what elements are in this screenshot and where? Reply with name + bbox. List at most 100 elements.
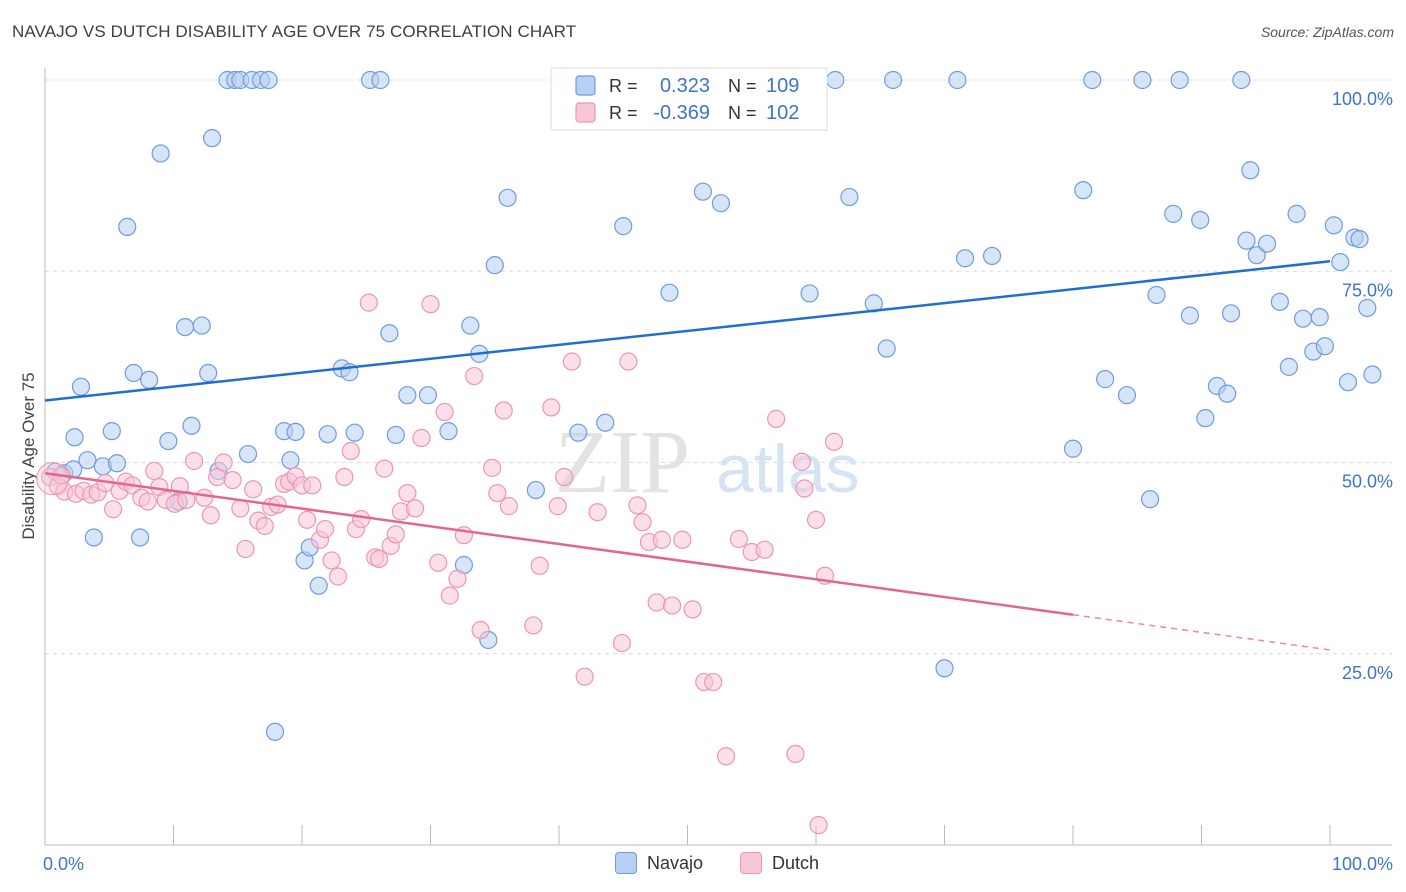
navajo-point xyxy=(485,256,504,275)
navajo-point xyxy=(660,283,679,302)
navajo-point xyxy=(309,576,328,595)
navajo-point xyxy=(192,316,211,335)
navajo-point xyxy=(1310,308,1329,327)
navajo-point xyxy=(199,363,218,383)
navajo-point xyxy=(139,370,159,389)
navajo-point xyxy=(883,70,903,90)
legend-n-value: 102 xyxy=(766,102,799,124)
axis-layer: 25.0% 50.0% 75.0% 100.0% 0.0% 100.0% Disabilit… xyxy=(19,68,1393,874)
dutch-point xyxy=(298,510,317,529)
navajo-point xyxy=(281,451,300,470)
navajo-point xyxy=(202,129,222,148)
navajo-point xyxy=(1247,246,1266,265)
navajo-point xyxy=(78,451,97,470)
navajo-point xyxy=(151,144,170,163)
navajo-point xyxy=(1074,181,1093,200)
dutch-point xyxy=(375,459,394,478)
legend-n-label: N = xyxy=(728,76,757,96)
dutch-point xyxy=(652,530,671,549)
navajo-point xyxy=(1293,309,1313,328)
navajo-point xyxy=(182,416,201,435)
navajo-point xyxy=(569,423,588,442)
dutch-point xyxy=(184,451,204,471)
dutch-point xyxy=(370,549,389,568)
navajo-point xyxy=(286,422,305,441)
dutch-point xyxy=(145,461,164,481)
dutch-point xyxy=(755,540,774,559)
navajo-point xyxy=(1315,337,1334,356)
navajo-point xyxy=(1063,439,1083,458)
legend-item-dutch[interactable]: Dutch xyxy=(740,852,819,874)
dutch-point xyxy=(201,506,220,525)
dutch-point xyxy=(548,497,567,516)
dutch-point xyxy=(352,510,371,529)
navajo-point xyxy=(693,182,713,201)
dutch-point xyxy=(483,458,502,477)
legend-r-value: 0.323 xyxy=(660,75,710,97)
navajo-point xyxy=(826,70,845,90)
navajo-point xyxy=(711,194,731,213)
navajo-point xyxy=(1083,70,1102,90)
navajo-point xyxy=(1287,204,1306,223)
navajo-point xyxy=(130,528,150,547)
navajo-point xyxy=(159,431,178,451)
dutch-point xyxy=(633,513,652,532)
navajo-point xyxy=(1338,373,1358,392)
navajo-point xyxy=(259,70,278,90)
legend-label-navajo: Navajo xyxy=(647,852,704,873)
legend-swatch-navajo xyxy=(615,852,637,874)
dutch-point xyxy=(341,441,360,461)
navajo-point xyxy=(955,249,975,268)
navajo-point xyxy=(124,363,143,383)
dutch-point xyxy=(542,398,561,417)
dutch-point xyxy=(195,488,214,507)
y-tick-label: 75.0% xyxy=(1342,280,1393,300)
source-credit: Source: ZipAtlas.com xyxy=(1260,24,1394,40)
dutch-point xyxy=(214,453,233,472)
legend-item-navajo[interactable]: Navajo xyxy=(615,852,703,874)
dutch-point xyxy=(494,401,513,420)
dutch-point xyxy=(809,816,828,835)
dutch-point xyxy=(612,633,632,653)
dutch-point xyxy=(588,503,607,522)
dutch-point xyxy=(647,593,666,612)
dutch-point xyxy=(628,496,647,515)
dutch-point xyxy=(806,510,826,529)
navajo-point xyxy=(1331,252,1350,272)
navajo-point xyxy=(800,284,819,303)
legend-n-value: 109 xyxy=(766,75,799,97)
navajo-point xyxy=(948,70,967,90)
x-tick-label: 0.0% xyxy=(43,854,84,874)
navajo-point xyxy=(935,659,954,678)
dutch-point xyxy=(488,484,507,503)
navajo-point xyxy=(461,316,480,335)
navajo-point xyxy=(238,444,258,464)
navajo-point xyxy=(1180,306,1200,325)
legend-stat-swatch xyxy=(575,102,596,123)
navajo-point xyxy=(1232,70,1251,90)
navajo-point xyxy=(1350,230,1369,249)
dutch-point xyxy=(435,402,454,422)
navajo-point xyxy=(1358,298,1377,318)
dutch-point xyxy=(729,529,749,549)
navajo-point xyxy=(1363,365,1382,384)
navajo-point xyxy=(596,413,615,432)
dutch-point xyxy=(244,480,263,499)
dutch-point xyxy=(303,476,322,495)
navajo-point xyxy=(1133,70,1152,90)
navajo-point xyxy=(439,422,458,441)
dutch-point xyxy=(138,492,157,511)
dutch-trend-line xyxy=(44,471,1074,616)
navajo-point xyxy=(1324,216,1343,235)
navajo-point xyxy=(84,528,103,547)
dutch-point xyxy=(231,499,250,518)
y-tick-label: 50.0% xyxy=(1342,472,1393,492)
dutch-point xyxy=(335,467,354,487)
navajo-point xyxy=(1164,204,1183,223)
navajo-point xyxy=(265,722,285,741)
navajo-point xyxy=(65,428,84,447)
dutch-point xyxy=(328,567,348,586)
navajo-point xyxy=(386,425,405,445)
navajo-point xyxy=(71,377,91,396)
dutch-point xyxy=(792,452,811,471)
